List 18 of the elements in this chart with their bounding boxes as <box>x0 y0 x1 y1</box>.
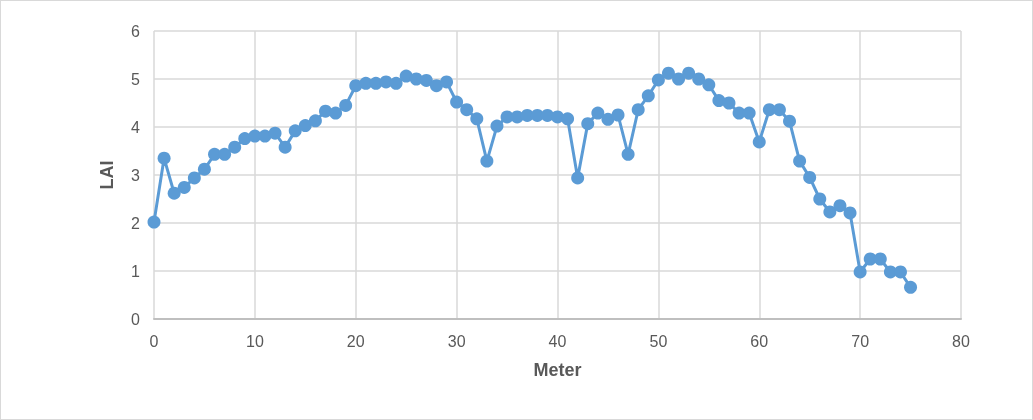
y-tick-label: 1 <box>131 262 141 280</box>
y-tick-label: 2 <box>131 214 141 232</box>
x-tick-label: 20 <box>346 332 365 350</box>
x-tick-label: 50 <box>649 332 668 350</box>
x-axis-title: Meter <box>533 360 582 380</box>
x-tick-label: 30 <box>447 332 466 350</box>
x-tick-label: 0 <box>149 332 159 350</box>
x-tick-label: 80 <box>952 332 970 350</box>
x-tick-label: 60 <box>750 332 769 350</box>
y-tick-label: 3 <box>131 166 141 184</box>
x-tick-label: 10 <box>245 332 264 350</box>
x-tick-label: 40 <box>548 332 567 350</box>
x-tick-label: 70 <box>851 332 870 350</box>
y-axis-title: LAI <box>97 160 117 190</box>
y-tick-label: 5 <box>131 70 141 88</box>
y-tick-label: 0 <box>131 310 141 328</box>
y-tick-label: 6 <box>131 22 141 40</box>
y-tick-label: 4 <box>131 118 141 136</box>
